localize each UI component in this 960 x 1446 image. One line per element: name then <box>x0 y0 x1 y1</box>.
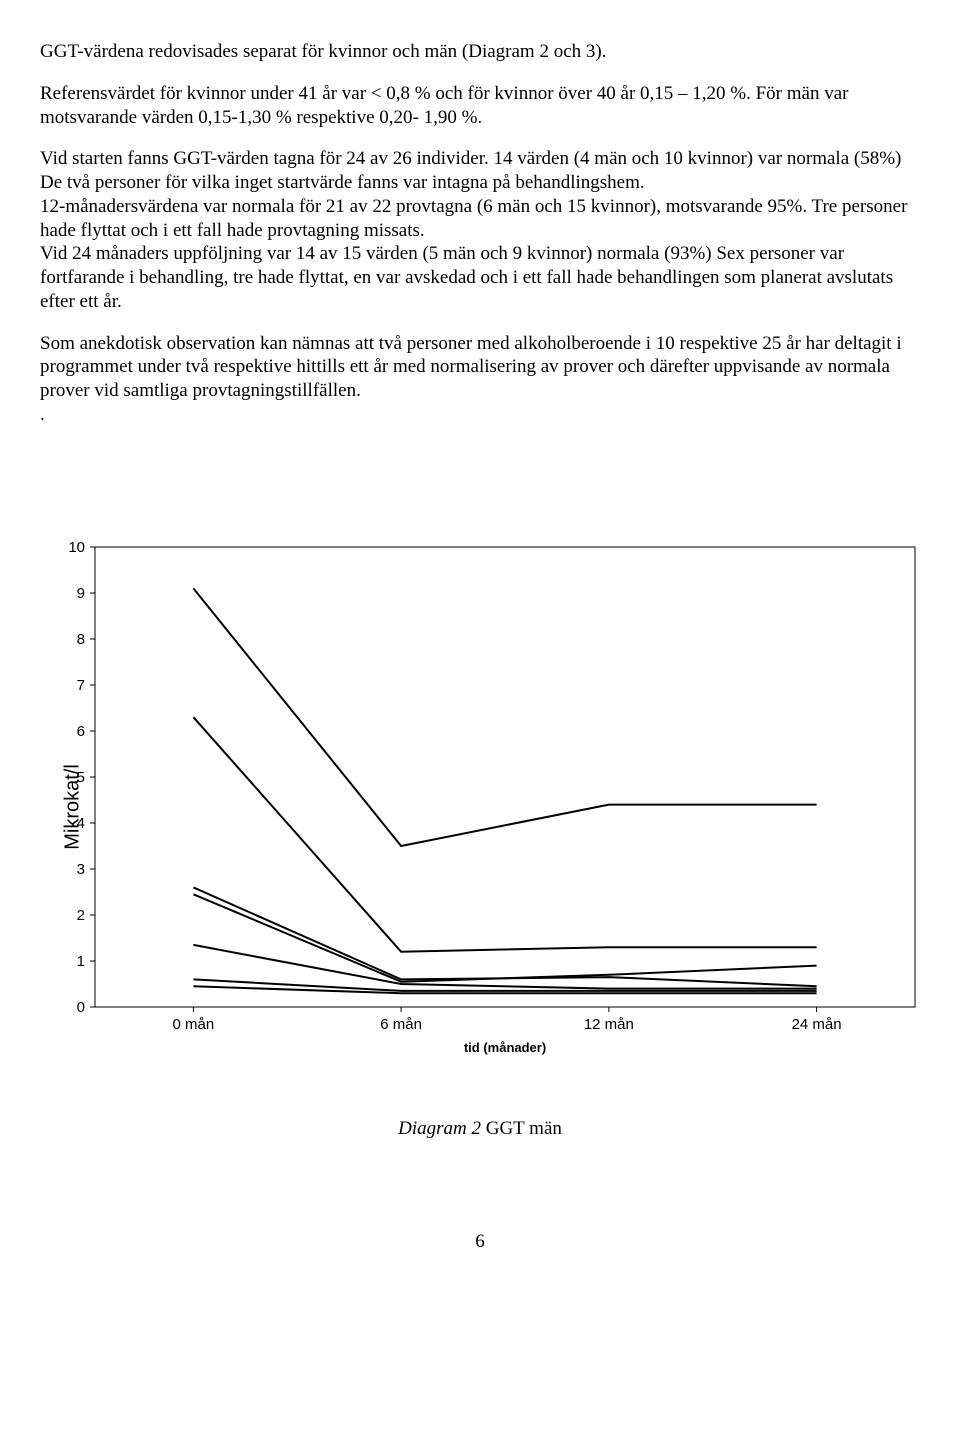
svg-text:12 mån: 12 mån <box>584 1016 634 1033</box>
body-paragraph: Som anekdotisk observation kan nämnas at… <box>40 332 920 427</box>
svg-text:24 mån: 24 mån <box>792 1016 842 1033</box>
chart-container: Mikrokat/l 0123456789100 mån6 mån12 mån2… <box>40 537 920 1077</box>
chart-y-axis-label: Mikrokat/l <box>60 764 85 850</box>
caption-rest: GGT män <box>481 1118 562 1139</box>
page-number: 6 <box>40 1230 920 1254</box>
svg-text:0: 0 <box>77 999 85 1016</box>
body-paragraph: Vid starten fanns GGT-värden tagna för 2… <box>40 147 920 313</box>
body-paragraph: GGT-värdena redovisades separat för kvin… <box>40 40 920 64</box>
svg-text:9: 9 <box>77 585 85 602</box>
svg-text:10: 10 <box>68 539 85 556</box>
svg-text:tid (månader): tid (månader) <box>464 1040 546 1055</box>
chart-caption: Diagram 2 GGT män <box>40 1117 920 1141</box>
svg-text:6 mån: 6 mån <box>380 1016 422 1033</box>
svg-text:8: 8 <box>77 631 85 648</box>
svg-text:2: 2 <box>77 907 85 924</box>
svg-text:0 mån: 0 mån <box>173 1016 215 1033</box>
svg-text:7: 7 <box>77 677 85 694</box>
line-chart: 0123456789100 mån6 mån12 mån24 måntid (m… <box>40 537 940 1077</box>
caption-italic: Diagram 2 <box>398 1118 481 1139</box>
svg-text:1: 1 <box>77 953 85 970</box>
body-paragraph: Referensvärdet för kvinnor under 41 år v… <box>40 82 920 130</box>
svg-text:6: 6 <box>77 723 85 740</box>
svg-text:3: 3 <box>77 861 85 878</box>
